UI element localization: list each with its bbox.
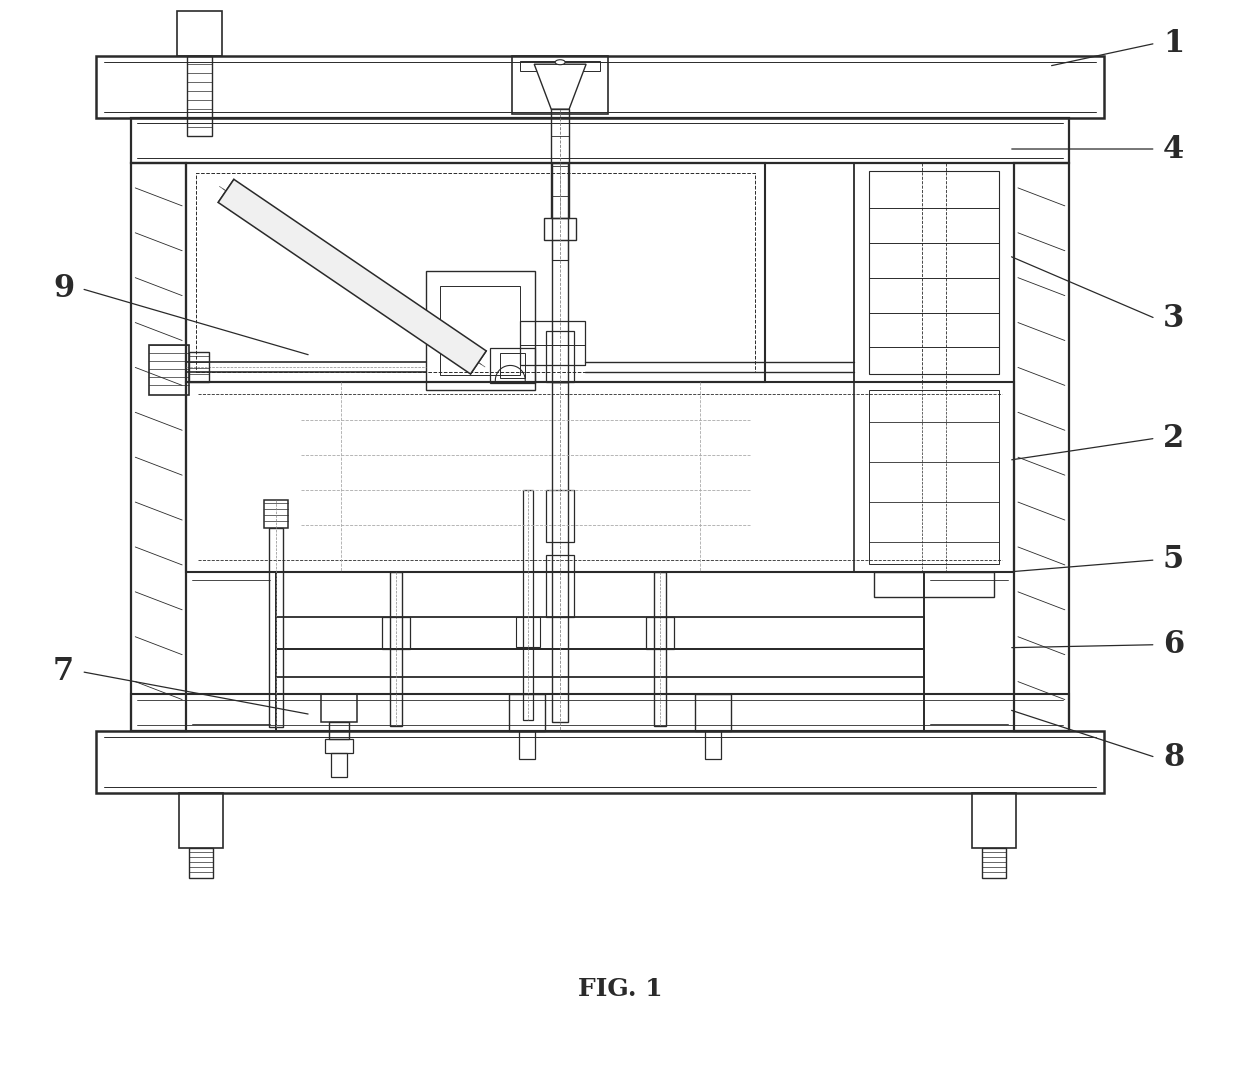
Bar	[331, 753, 347, 777]
Bar	[186, 163, 765, 382]
Bar	[500, 354, 526, 378]
Text: 9: 9	[53, 273, 74, 305]
Bar	[546, 330, 574, 382]
Bar	[510, 693, 546, 732]
Text: 1: 1	[1163, 28, 1184, 59]
Bar	[520, 732, 536, 759]
Bar	[179, 793, 223, 848]
Bar	[523, 490, 533, 720]
Bar	[544, 218, 577, 240]
Polygon shape	[218, 179, 486, 374]
Bar	[325, 739, 352, 753]
Bar	[874, 572, 994, 596]
Bar	[546, 555, 574, 617]
Bar	[1014, 163, 1069, 732]
Bar	[131, 118, 1069, 163]
Bar	[854, 163, 1014, 382]
Bar	[490, 348, 536, 383]
Bar	[869, 171, 999, 375]
Bar	[97, 56, 1104, 118]
Bar	[190, 848, 213, 879]
Bar	[149, 345, 190, 395]
Bar	[512, 56, 608, 114]
Text: 6: 6	[1163, 629, 1184, 660]
Text: 3: 3	[1163, 304, 1184, 334]
Bar	[854, 382, 1014, 572]
Bar	[982, 848, 1006, 879]
Bar	[552, 163, 568, 382]
Bar	[694, 693, 730, 732]
Bar	[551, 109, 569, 218]
Bar	[546, 490, 574, 542]
Bar	[516, 617, 541, 646]
Bar	[425, 271, 536, 391]
Bar	[186, 382, 1014, 572]
Bar	[269, 528, 283, 727]
Bar	[382, 617, 409, 649]
Bar	[131, 163, 186, 732]
Bar	[186, 572, 275, 732]
Bar	[389, 572, 402, 726]
Text: FIG. 1: FIG. 1	[578, 977, 662, 1001]
Bar	[521, 61, 600, 71]
Text: 2: 2	[1163, 423, 1184, 454]
Bar	[321, 693, 357, 721]
Bar	[646, 617, 673, 649]
Bar	[552, 382, 568, 721]
Bar	[196, 173, 755, 373]
Bar	[97, 732, 1104, 793]
Bar	[552, 240, 568, 260]
Bar	[275, 649, 924, 676]
Bar	[704, 732, 720, 759]
Bar	[177, 12, 222, 56]
Bar	[190, 353, 210, 382]
Text: 7: 7	[53, 656, 74, 687]
Bar	[264, 501, 288, 528]
Bar	[924, 572, 1014, 732]
Bar	[440, 285, 521, 375]
Polygon shape	[534, 64, 587, 109]
Text: 5: 5	[1163, 544, 1184, 575]
Bar	[653, 572, 666, 726]
Bar	[131, 693, 1069, 732]
Bar	[187, 56, 212, 136]
Bar	[329, 721, 348, 739]
Ellipse shape	[556, 60, 565, 65]
Bar	[972, 793, 1016, 848]
Text: 4: 4	[1163, 133, 1184, 164]
Text: 8: 8	[1163, 742, 1184, 773]
Bar	[521, 321, 585, 365]
Bar	[275, 617, 924, 649]
Bar	[521, 345, 585, 365]
Bar	[869, 391, 999, 564]
